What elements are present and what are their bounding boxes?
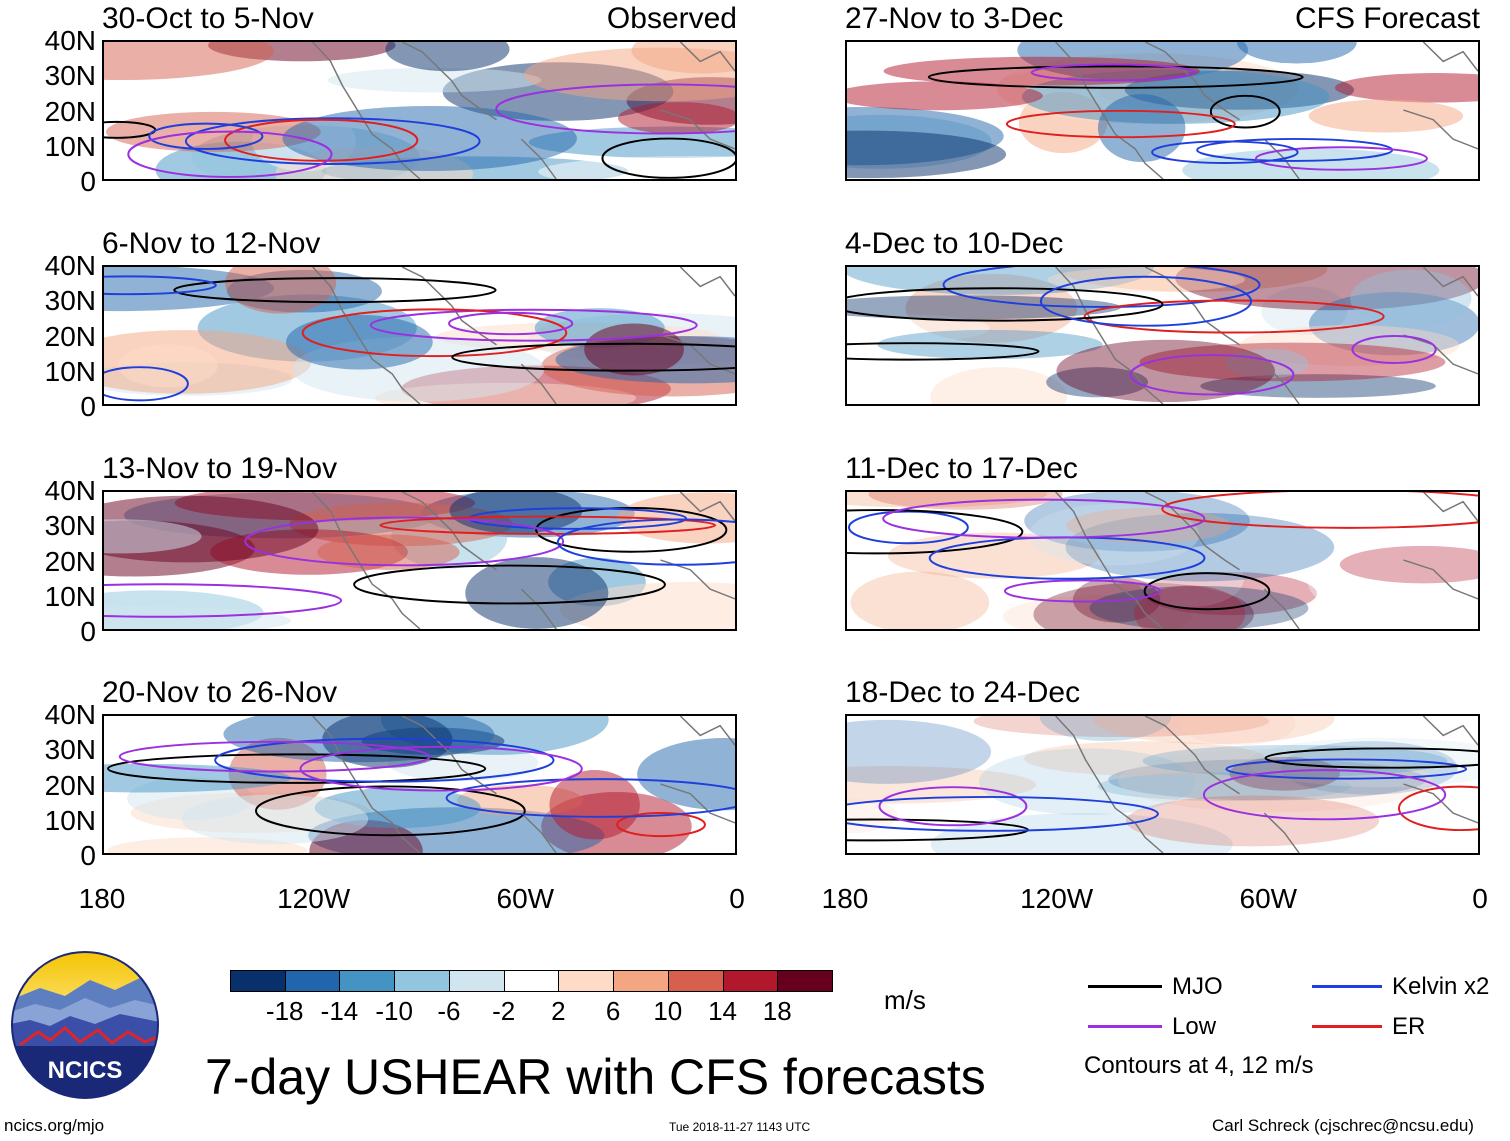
longitude-label: 120W — [277, 883, 351, 914]
colorbar-label: -18 — [265, 996, 304, 1026]
latitude-label: 20N — [44, 769, 96, 801]
legend-swatch-low — [1088, 1025, 1162, 1028]
panel-subtitle: CFS Forecast — [1294, 2, 1480, 35]
colorbar-label: 14 — [708, 996, 737, 1026]
ushear-map-panel — [102, 714, 737, 855]
legend-swatch-mjo — [1088, 985, 1162, 988]
colorbar-swatch — [667, 970, 724, 992]
latitude-label: 30N — [44, 510, 96, 542]
footer-author: Carl Schreck (cjschrec@ncsu.edu) — [1212, 1116, 1474, 1135]
colorbar-swatch — [777, 970, 833, 992]
legend-swatch-kelvin — [1312, 985, 1382, 988]
latitude-label: 0 — [80, 166, 96, 197]
colorbar-swatch — [339, 970, 396, 992]
panel-title: 20-Nov to 26-Nov — [102, 676, 338, 709]
legend-label-kelvin: Kelvin x2 — [1392, 973, 1490, 1000]
colorbar-label: -2 — [492, 996, 516, 1026]
colorbar-swatch — [230, 970, 286, 992]
longitude-label: 60W — [496, 883, 555, 914]
main-title: 7-day USHEAR with CFS forecasts — [205, 1049, 986, 1105]
colorbar — [230, 970, 833, 992]
legend-note: Contours at 4, 12 m/s — [1084, 1052, 1314, 1079]
latitude-label: 30N — [44, 60, 96, 92]
latitude-label: 40N — [44, 699, 96, 730]
colorbar-label: 18 — [762, 996, 792, 1026]
colorbar-label: 10 — [653, 996, 683, 1026]
colorbar-label: 2 — [551, 996, 566, 1026]
colorbar-swatch — [558, 970, 615, 992]
longitude-label: 180 — [821, 883, 869, 914]
latitude-label: 20N — [44, 545, 96, 577]
legend-swatch-er — [1312, 1025, 1382, 1028]
ushear-map-panel — [102, 40, 737, 181]
latitude-label: 40N — [44, 475, 96, 506]
latitude-label: 20N — [44, 320, 96, 352]
colorbar-label: -6 — [437, 996, 461, 1026]
colorbar-swatch — [613, 970, 669, 992]
colorbar-swatch — [284, 970, 341, 992]
latitude-label: 20N — [44, 95, 96, 127]
colorbar-swatch — [503, 970, 560, 992]
latitude-label: 10N — [44, 130, 96, 162]
latitude-label: 10N — [44, 580, 96, 612]
colorbar-label: -14 — [320, 996, 359, 1026]
ushear-map-panel — [845, 714, 1480, 855]
ushear-map-panel — [845, 490, 1480, 631]
panel-title: 30-Oct to 5-Nov — [102, 2, 314, 35]
latitude-label: 40N — [44, 250, 96, 281]
longitude-label: 180 — [78, 883, 126, 914]
latitude-label: 30N — [44, 734, 96, 766]
panel-title: 6-Nov to 12-Nov — [102, 227, 321, 260]
latitude-label: 0 — [80, 840, 96, 871]
colorbar-swatch — [394, 970, 450, 992]
colorbar-label: -10 — [375, 996, 413, 1026]
panel-subtitle: Observed — [606, 2, 737, 35]
ushear-map-panel — [845, 40, 1480, 181]
colorbar-swatch — [722, 970, 779, 992]
longitude-label: 0 — [1472, 883, 1488, 914]
panel-title: 18-Dec to 24-Dec — [845, 676, 1081, 709]
latitude-label: 10N — [44, 355, 96, 387]
ushear-map-panel — [102, 265, 737, 406]
legend-label-er: ER — [1392, 1013, 1426, 1040]
legend-label-low: Low — [1172, 1013, 1217, 1040]
panel-title: 27-Nov to 3-Dec — [845, 2, 1064, 35]
colorbar-swatch — [448, 970, 505, 992]
panel-title: 13-Nov to 19-Nov — [102, 452, 338, 485]
latitude-label: 40N — [44, 25, 96, 56]
latitude-label: 10N — [44, 804, 96, 836]
ncics-logo: NCICS — [10, 950, 160, 1100]
panel-title: 4-Dec to 10-Dec — [845, 227, 1064, 260]
latitude-label: 0 — [80, 391, 96, 422]
panel-title: 11-Dec to 17-Dec — [845, 452, 1078, 485]
logo-text: NCICS — [48, 1057, 123, 1084]
legend-label-mjo: MJO — [1172, 973, 1223, 1000]
colorbar-units: m/s — [884, 985, 926, 1015]
longitude-label: 120W — [1020, 883, 1094, 914]
ushear-map-panel — [102, 490, 737, 631]
colorbar-label: 6 — [605, 996, 621, 1026]
latitude-label: 0 — [80, 616, 96, 647]
longitude-label: 0 — [729, 883, 745, 914]
footer-link[interactable]: ncics.org/mjo — [4, 1116, 105, 1135]
longitude-label: 60W — [1239, 883, 1298, 914]
ushear-map-panel — [845, 265, 1480, 406]
footer-timestamp: Tue 2018-11-27 1143 UTC — [669, 1120, 811, 1134]
latitude-label: 30N — [44, 285, 96, 317]
